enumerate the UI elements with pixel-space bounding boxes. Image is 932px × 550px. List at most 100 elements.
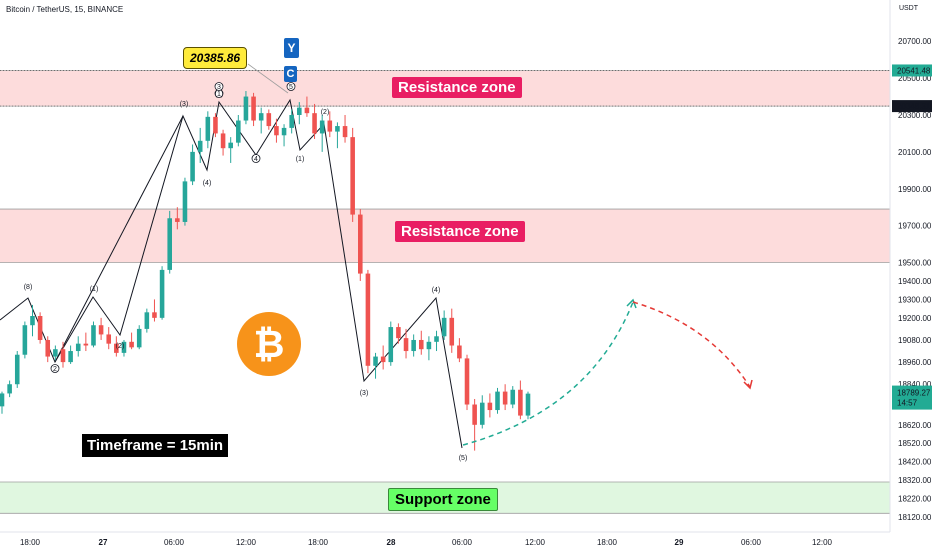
resistance-zone-label-top: Resistance zone [392,77,522,98]
candle-body [373,356,378,366]
candle-body [327,120,333,132]
candle-body [159,269,165,318]
wave-label: 5 [289,84,293,91]
svg-text:₿: ₿ [254,324,285,366]
y-tick-label: 19900.00 [898,185,932,194]
y-tick-label: 20500.00 [898,74,932,83]
candle-body [396,327,401,339]
y-tick-label: 18320.00 [898,476,932,485]
candle-body [495,391,500,411]
elliott-wave-lines [0,63,463,449]
candle-body [228,142,233,149]
candle-body [45,339,51,357]
wave-c-box: C [284,66,297,82]
wave-label: 2 [53,366,57,373]
candle-body [388,327,394,363]
wave-label: 4 [254,156,258,163]
bullish-projection [462,301,634,446]
wave-label-circle [251,154,261,163]
symbol-title: Bitcoin / TetherUS, 15, BINANCE [6,5,124,14]
y-tick-label: 19080.00 [898,336,932,345]
candle-body [91,325,96,346]
candle-body [434,336,439,342]
candle-body [479,402,485,425]
y-tick-label: 19300.00 [898,295,932,304]
y-tick-label: 18120.00 [898,513,932,522]
x-tick-label: 12:00 [812,538,833,547]
peak-price-callout: 20385.86 [183,47,248,69]
y-tick-label: 20700.00 [898,37,932,46]
candle-body [251,96,256,121]
candles-layer [0,91,531,451]
candle-body [335,126,340,132]
wave-label: (2) [321,109,330,116]
y-tick-label: 19500.00 [898,259,932,268]
candle-body [197,140,203,152]
wave-label-circle [286,82,296,91]
x-tick-label: 06:00 [741,538,762,547]
candle-body [75,343,81,352]
wave-path [0,98,463,449]
candle-body [449,317,455,346]
candle-body [144,312,150,329]
candle-body [121,341,127,353]
candle-body [289,115,294,128]
candle-body [342,126,348,138]
candle-body [14,354,20,385]
candle-body [98,325,104,335]
support-zone-label: Support zone [388,488,498,511]
wave-y-box: Y [284,38,299,58]
x-tick-label: 06:00 [164,538,185,547]
wave-label: (5) [459,455,468,462]
x-tick-label: 28 [387,538,396,547]
wave-label: (4) [203,180,212,187]
candle-body [281,127,287,136]
wave-label: (1) [296,156,305,163]
price-marker-label: 20541.48 [897,66,931,75]
wave-path-segment [54,115,184,363]
price-marker-label: 20348.31 [897,102,931,111]
x-tick-label: 18:00 [20,538,41,547]
candle-body [365,273,371,366]
timeframe-label: Timeframe = 15min [82,434,229,457]
wave-label-circle [214,82,224,91]
candle-body [152,312,157,318]
wave-label-circle [50,364,60,373]
projection-arrows [462,298,753,446]
candle-body [220,133,226,149]
x-tick-label: 06:00 [452,538,473,547]
candle-body [426,341,432,350]
x-tick-label: 18:00 [597,538,618,547]
candle-body [350,137,355,215]
wave-label: (4) [432,287,441,294]
candle-body [30,316,35,326]
last-price-tag [892,385,932,410]
candle-body [243,96,249,121]
candle-body [297,107,302,115]
wave-label: (3) [180,101,189,108]
candle-body [487,402,493,411]
y-tick-label: 19400.00 [898,277,932,286]
candle-body [274,126,279,136]
currency-label: USDT [898,5,918,12]
resistance-zone-label-mid: Resistance zone [395,221,525,242]
callout-leader [247,63,289,94]
candle-body [464,358,470,405]
y-tick-label: 18620.00 [898,421,932,430]
candle-body [205,116,211,141]
price-marker-tag [892,100,932,113]
x-tick-label: 12:00 [236,538,257,547]
candle-body [190,151,195,182]
candle-body [403,338,409,352]
candle-body [319,120,325,134]
candle-body [129,341,134,348]
candle-body [53,349,58,357]
y-tick-label: 20300.00 [898,111,932,120]
wave-label: (8) [24,284,33,291]
last-price-label: 18789.27 [897,389,931,398]
y-tick-label: 19700.00 [898,222,932,231]
bitcoin-logo-icon: ₿ [237,312,301,376]
wave-label: (1) [215,91,224,98]
candle-body [106,334,112,344]
